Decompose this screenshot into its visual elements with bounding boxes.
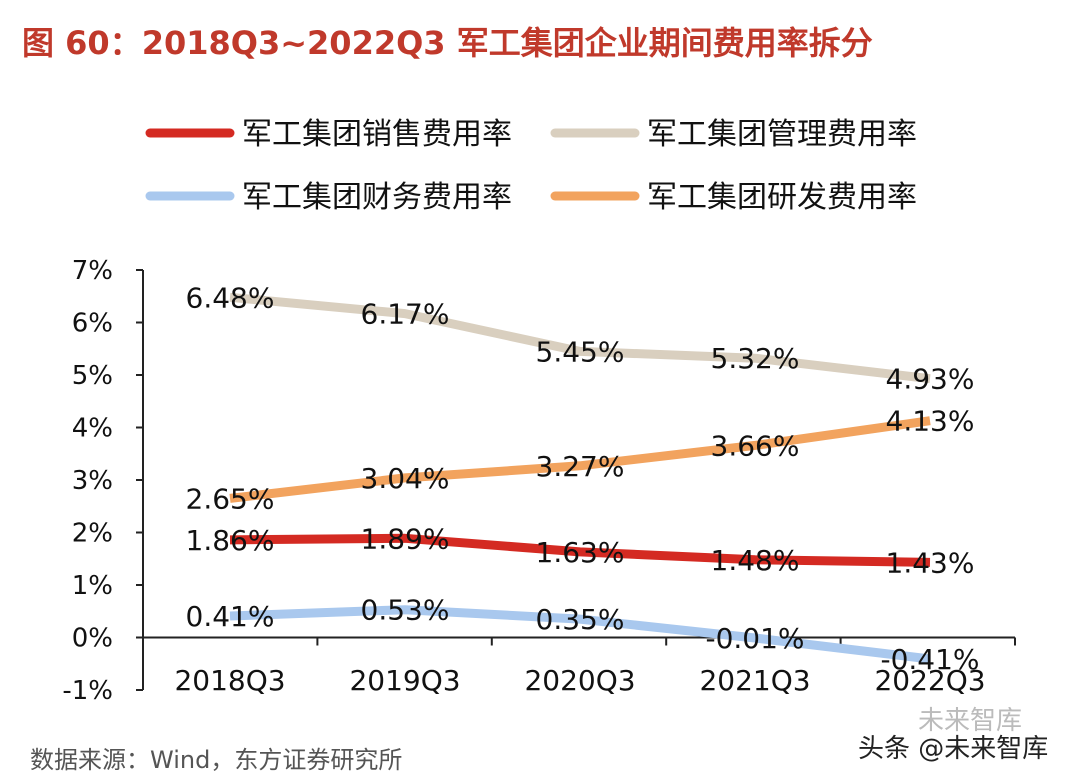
source-note: 数据来源：Wind，东方证券研究所	[30, 746, 403, 774]
data-label: 1.43%	[886, 546, 975, 579]
page-title: 图 60：2018Q3~2022Q3 军工集团企业期间费用率拆分	[22, 18, 873, 64]
data-label: 0.41%	[186, 600, 275, 633]
legend-label: 军工集团财务费用率	[242, 180, 512, 215]
data-label: 3.66%	[711, 429, 800, 462]
data-label: -0.01%	[705, 622, 804, 655]
data-label: 1.86%	[186, 524, 275, 557]
data-label: 1.89%	[361, 522, 450, 555]
x-tick-label: 2022Q3	[874, 664, 985, 697]
data-label: -0.41%	[880, 643, 979, 676]
y-tick-label: 2%	[72, 519, 113, 549]
y-tick-label: 6%	[72, 309, 113, 339]
series-line	[229, 533, 931, 567]
data-label: 6.48%	[186, 281, 275, 314]
watermark-logo: 未来智库	[918, 706, 1023, 736]
figure-label: 图 60：	[22, 24, 142, 62]
legend-label: 军工集团研发费用率	[647, 180, 917, 215]
y-tick-label: 5%	[72, 361, 113, 391]
data-label: 6.17%	[361, 298, 450, 331]
legend-label: 军工集团销售费用率	[242, 117, 512, 152]
data-label: 1.48%	[711, 544, 800, 577]
data-label: 2.65%	[186, 482, 275, 515]
x-tick-label: 2019Q3	[349, 664, 460, 697]
y-tick-label: 0%	[72, 624, 113, 654]
y-tick-label: 1%	[72, 571, 113, 601]
y-tick-label: -1%	[62, 676, 113, 706]
title-text: 军工集团企业期间费用率拆分	[456, 24, 873, 62]
y-tick-label: 3%	[72, 466, 113, 496]
data-label: 4.13%	[886, 405, 975, 438]
x-tick-label: 2021Q3	[699, 664, 810, 697]
y-tick-label: 7%	[72, 256, 113, 286]
data-label: 3.27%	[536, 450, 625, 483]
legend-label: 军工集团管理费用率	[647, 117, 917, 152]
series-line	[229, 292, 931, 384]
data-label: 0.35%	[536, 603, 625, 636]
data-label: 3.04%	[361, 462, 450, 495]
x-tick-label: 2020Q3	[524, 664, 635, 697]
watermark: 头条 @未来智库	[858, 734, 1049, 764]
data-label: 0.53%	[361, 594, 450, 627]
data-label: 4.93%	[886, 363, 975, 396]
y-tick-label: 4%	[72, 414, 113, 444]
data-label: 5.32%	[711, 342, 800, 375]
x-tick-label: 2018Q3	[174, 664, 285, 697]
title-range: 2018Q3~2022Q3	[141, 24, 446, 62]
series-line	[229, 416, 931, 503]
series-line	[229, 605, 931, 664]
data-label: 1.63%	[536, 536, 625, 569]
data-label: 5.45%	[536, 335, 625, 368]
